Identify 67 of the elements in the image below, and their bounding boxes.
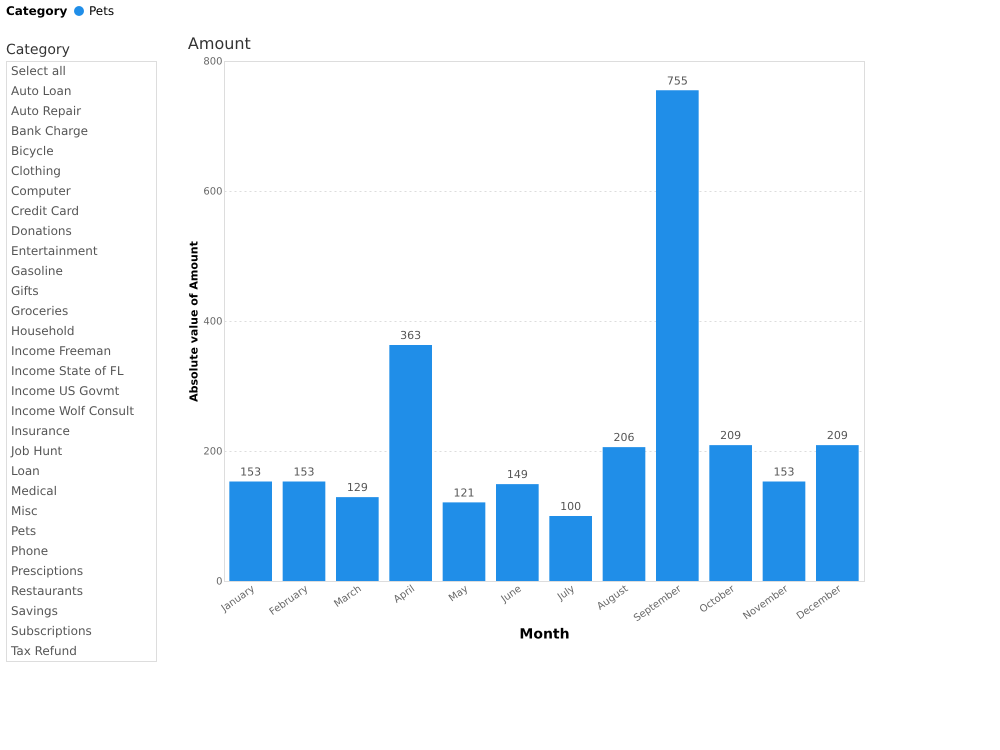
x-tick-label: May (447, 583, 470, 604)
bar (282, 482, 326, 581)
data-label: 209 (720, 429, 742, 442)
text: Pets (11, 524, 36, 538)
data-label: 100 (560, 500, 582, 513)
bar (389, 345, 432, 581)
y-axis-title: Absolute value of Amount (187, 241, 200, 402)
text: Select all (11, 64, 66, 78)
text: Gasoline (11, 264, 63, 278)
text: Income State of FL (11, 364, 124, 378)
text: Job Hunt (10, 444, 63, 458)
text: Credit Card (11, 204, 79, 218)
text: Subscriptions (11, 624, 92, 638)
data-label: 153 (294, 466, 314, 479)
bar (656, 90, 699, 581)
y-tick-label: 0 (216, 576, 222, 588)
text: Donations (11, 224, 72, 238)
text: Category (6, 42, 70, 58)
x-tick-label: July (555, 583, 578, 604)
y-tick-label: 400 (203, 316, 222, 328)
text: Presciptions (11, 564, 84, 578)
bar (229, 482, 272, 581)
text: Auto Loan (11, 84, 72, 98)
bar (762, 482, 806, 581)
data-label: 153 (774, 466, 794, 479)
text: Gifts (11, 284, 39, 298)
bar (709, 445, 752, 581)
bar (602, 447, 646, 581)
bar (549, 516, 592, 581)
bar (816, 445, 859, 581)
y-tick-label: 800 (203, 56, 222, 68)
text: Misc (11, 504, 38, 518)
text: Auto Repair (11, 104, 82, 118)
data-label: 121 (454, 486, 474, 500)
text: Groceries (11, 304, 68, 318)
text: Bicycle (11, 144, 54, 158)
text: Loan (11, 464, 40, 478)
bar (496, 484, 539, 581)
text: Insurance (11, 424, 70, 438)
legend-title: Category (6, 4, 68, 18)
x-axis-title: Month (519, 626, 570, 642)
text: Income Wolf Consult (11, 404, 134, 418)
y-tick-label: 600 (203, 186, 222, 198)
data-label: 755 (666, 74, 688, 88)
text: Clothing (11, 164, 61, 178)
text: Medical (11, 484, 57, 498)
text: Income US Govmt (11, 384, 120, 398)
text: Bank Charge (11, 124, 88, 138)
text: Entertainment (11, 244, 98, 258)
data-label: 206 (614, 431, 634, 444)
y-tick-label: 200 (203, 446, 222, 458)
text: Phone (11, 544, 48, 558)
bar (442, 502, 486, 581)
data-label: 363 (400, 329, 422, 342)
data-label: 129 (346, 481, 368, 494)
text: Restaurants (11, 584, 83, 598)
chart-title: Amount (188, 34, 251, 53)
data-label: 149 (506, 468, 528, 482)
text: Savings (11, 604, 58, 618)
text: Household (11, 324, 75, 338)
text: Tax Refund (10, 644, 77, 658)
data-label: 209 (826, 429, 848, 442)
text: Computer (11, 184, 71, 198)
data-label: 153 (240, 466, 262, 479)
text: Income Freeman (11, 344, 112, 358)
bar (336, 497, 379, 581)
legend-label: Pets (89, 4, 114, 18)
